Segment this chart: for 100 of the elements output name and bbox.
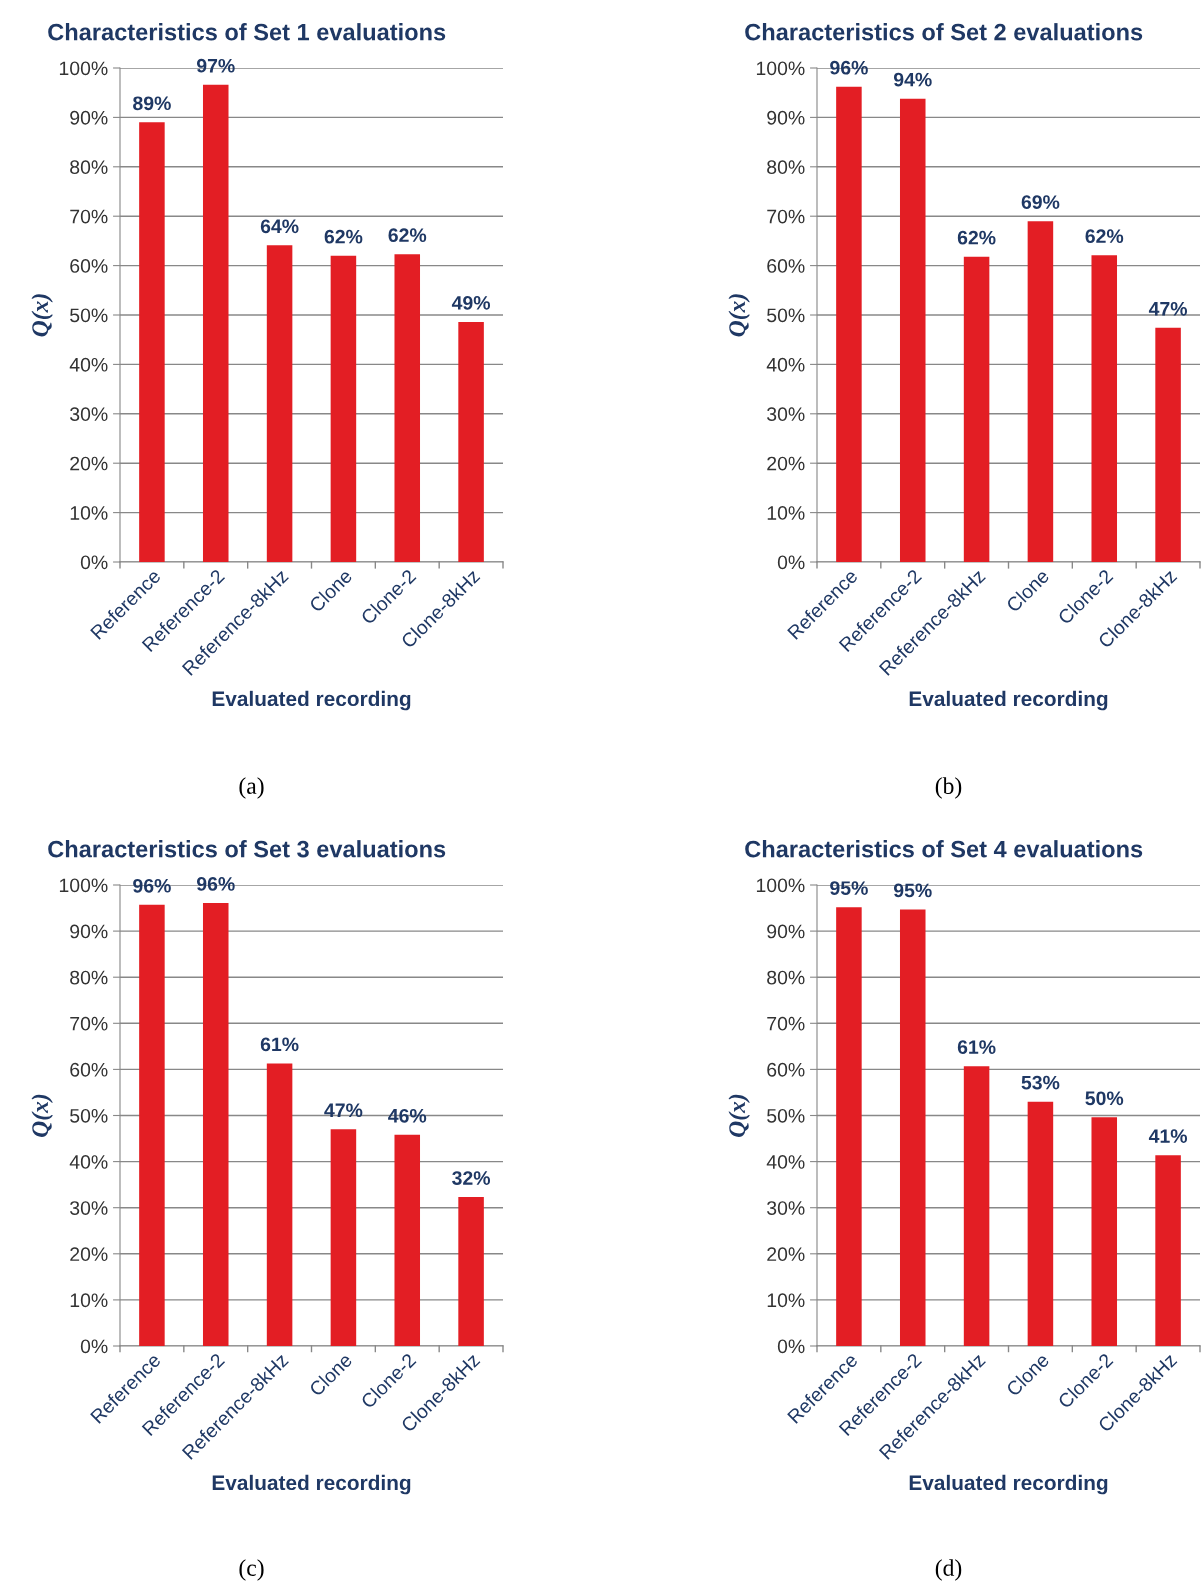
y-tick-label: 80% [70, 160, 108, 175]
y-axis-title: Q(x) [31, 1094, 53, 1137]
bar [1091, 1117, 1118, 1346]
text: (b) [935, 777, 962, 799]
y-tick-label: 20% [70, 1247, 108, 1262]
x-axis-title: Evaluated recording [909, 1474, 1108, 1495]
data-label: 41% [1148, 1129, 1188, 1143]
data-label: 96% [830, 60, 868, 75]
data-label: 47% [1148, 301, 1188, 316]
y-tick-label: 100% [59, 61, 108, 76]
bar [899, 909, 926, 1346]
y-tick-label: 70% [767, 1016, 805, 1031]
y-axis-title: Q(x) [728, 1094, 750, 1137]
bar [1027, 221, 1054, 562]
y-tick-label: 80% [767, 160, 805, 175]
bar [266, 245, 293, 562]
y-tick-label: 50% [767, 1108, 805, 1123]
y-tick-label: 90% [767, 924, 805, 939]
y-tick-label: 10% [70, 506, 108, 520]
y-tick-label: 70% [70, 209, 108, 224]
y-tick-label: 30% [767, 1201, 805, 1215]
x-axis-title: Evaluated recording [212, 1474, 411, 1495]
y-tick-label: 0% [80, 555, 108, 570]
y-tick-label: 80% [70, 970, 108, 985]
y-tick-label: 70% [70, 1016, 108, 1031]
y-tick-label: 30% [767, 407, 805, 422]
y-tick-label: 50% [767, 308, 805, 323]
data-label: 64% [260, 219, 299, 234]
y-tick-label: 80% [767, 970, 805, 985]
data-label: 62% [1085, 229, 1124, 244]
y-tick-label: 60% [70, 259, 108, 273]
data-label: 49% [451, 295, 491, 310]
y-tick-label: 40% [69, 1155, 108, 1169]
text: (d) [935, 1559, 962, 1581]
y-tick-label: 50% [70, 308, 108, 323]
data-label: 62% [388, 228, 427, 243]
bar [139, 904, 165, 1346]
bar [330, 1129, 357, 1346]
data-label: 61% [957, 1040, 996, 1054]
y-tick-label: 10% [767, 506, 805, 520]
x-axis-title: Evaluated recording [909, 690, 1108, 711]
x-axis-title: Evaluated recording [212, 690, 411, 711]
y-tick-label: 40% [766, 357, 805, 372]
y-tick-label: 10% [70, 1293, 108, 1308]
y-tick-label: 50% [70, 1108, 108, 1123]
bar [458, 321, 484, 562]
bar [202, 902, 229, 1346]
data-label: 50% [1085, 1091, 1124, 1106]
y-tick-label: 90% [70, 924, 108, 939]
y-tick-label: 90% [70, 110, 108, 125]
bar [963, 1066, 990, 1346]
y-tick-label: 60% [767, 259, 805, 273]
data-label: 97% [196, 58, 235, 73]
bar [139, 122, 165, 562]
y-tick-label: 30% [70, 1201, 108, 1215]
text: (c) [239, 1559, 264, 1581]
data-label: 69% [1021, 195, 1060, 209]
data-label: 53% [1021, 1075, 1060, 1090]
y-tick-label: 30% [70, 407, 108, 422]
y-tick-label: 0% [80, 1339, 108, 1354]
y-axis-title: Q(x) [728, 294, 750, 337]
chart-title: Characteristics of Set 2 evaluations [745, 23, 1143, 41]
y-tick-label: 0% [777, 555, 805, 570]
bar [394, 254, 421, 562]
bar [266, 1063, 293, 1346]
y-tick-label: 20% [767, 456, 805, 471]
y-tick-label: 40% [69, 357, 108, 372]
y-tick-label: 60% [767, 1062, 805, 1077]
data-label: 95% [893, 883, 932, 898]
y-tick-label: 70% [767, 209, 805, 224]
y-axis-title: Q(x) [31, 294, 53, 337]
y-tick-label: 100% [756, 61, 805, 76]
y-tick-label: 100% [59, 878, 108, 893]
bar [1155, 327, 1181, 562]
data-label: 62% [324, 229, 363, 244]
bar [836, 86, 862, 562]
text: (a) [239, 777, 264, 799]
y-tick-label: 40% [766, 1155, 805, 1169]
data-label: 46% [388, 1108, 427, 1123]
data-label: 62% [957, 230, 996, 245]
y-tick-label: 20% [70, 456, 108, 471]
bar [394, 1134, 421, 1346]
data-label: 94% [893, 72, 932, 87]
bar [1027, 1101, 1054, 1346]
data-label: 61% [260, 1037, 299, 1052]
data-label: 96% [196, 877, 235, 891]
data-label: 95% [830, 881, 868, 895]
bar [1155, 1155, 1181, 1346]
data-label: 32% [452, 1171, 491, 1185]
bar [330, 255, 357, 562]
y-tick-label: 0% [777, 1339, 805, 1354]
bar [458, 1197, 484, 1346]
chart-title: Characteristics of Set 3 evaluations [48, 840, 446, 858]
chart-title: Characteristics of Set 4 evaluations [745, 840, 1143, 858]
data-label: 47% [324, 1103, 363, 1118]
bar [899, 98, 926, 562]
bar [202, 84, 229, 562]
y-tick-label: 90% [767, 110, 805, 125]
bar [836, 907, 862, 1346]
y-tick-label: 100% [756, 878, 805, 893]
